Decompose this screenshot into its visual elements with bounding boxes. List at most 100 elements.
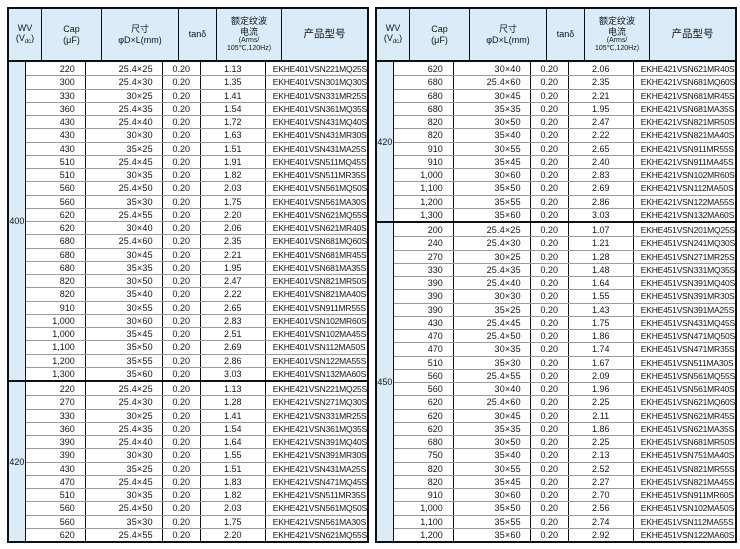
cap-cell: 1,000 (394, 502, 454, 515)
table-row: 910 30×55 0.20 2.65 EKHE401VSN911MR55S (25, 300, 367, 314)
model-cell: EKHE451VSN621MR45S (640, 410, 735, 421)
model-cell: EKHE421VSN122MA55S (640, 196, 735, 207)
model-cell: EKHE421VSN132MA60S (640, 209, 735, 220)
model-cell: EKHE451VSN911MR60S (640, 490, 734, 501)
size-cell: 35×30 (454, 356, 531, 369)
ripple-cell: 2.86 (201, 354, 266, 367)
table-row: 1,100 35×55 0.20 2.74 EKHE451VSN112MA55S (393, 514, 735, 528)
cap-cell: 910 (26, 301, 86, 314)
size-cell: 30×25 (86, 89, 163, 102)
model-cell: EKHE451VSN751MA40S (640, 450, 735, 461)
cap-cell: 360 (26, 102, 86, 115)
cap-cell: 560 (394, 369, 454, 382)
model-cell: EKHE401VSN112MA50S (272, 342, 366, 353)
ripple-cell: 1.55 (569, 290, 634, 303)
size-cell: 25.4×45 (86, 475, 163, 488)
table-row: 680 25.4×60 0.20 2.35 EKHE421VSN681MQ60S (393, 75, 735, 89)
tan-cell: 0.20 (531, 356, 569, 369)
spec-table-left: WV (Vdc) Cap (μF) 尺寸 φD×L(mm) tanδ 额定纹波 … (7, 7, 369, 543)
size-cell: 25.4×30 (86, 396, 163, 409)
size-cell: 30×50 (86, 275, 163, 288)
model-cell: EKHE451VSN561MQ55S (640, 370, 735, 381)
tan-cell: 0.20 (163, 76, 201, 89)
wv-group: 400 220 25.4×25 0.20 1.13 EKHE401VSN221MQ25S 3… (9, 62, 367, 380)
table-row: 470 30×35 0.20 1.74 EKHE451VSN471MR35S (393, 342, 735, 356)
cap-cell: 300 (26, 76, 86, 89)
table-row: 390 30×30 0.20 1.55 EKHE421VSN391MR30S (25, 448, 367, 462)
cap-cell: 390 (26, 449, 86, 462)
cap-cell: 1,200 (394, 195, 454, 208)
cap-cell: 330 (26, 409, 86, 422)
table-row: 620 35×35 0.20 1.86 EKHE451VSN621MA35S (393, 421, 735, 435)
table-row: 470 25.4×50 0.20 1.86 EKHE451VSN471MQ50S (393, 329, 735, 343)
table-row: 820 35×40 0.20 2.22 EKHE421VSN821MA40S (393, 128, 735, 142)
tan-cell: 0.20 (531, 475, 569, 488)
model-cell: EKHE421VSN621MQ55S (272, 529, 367, 540)
model-cell: EKHE401VSN122MA55S (272, 355, 367, 366)
ripple-cell: 1.95 (201, 261, 266, 274)
ripple-cell: 2.70 (569, 489, 634, 502)
ripple-cell: 2.20 (201, 208, 266, 221)
table-row: 560 25.4×50 0.20 2.03 EKHE421VSN561MQ50S (25, 501, 367, 515)
tan-cell: 0.20 (163, 102, 201, 115)
size-cell: 35×40 (454, 449, 531, 462)
size-cell: 25.4×40 (86, 436, 163, 449)
ripple-cell: 2.22 (201, 288, 266, 301)
size-cell: 35×60 (454, 208, 531, 221)
table-row: 390 35×25 0.20 1.43 EKHE451VSN391MA25S (393, 302, 735, 316)
table-row: 560 25.4×55 0.20 2.09 EKHE451VSN561MQ55S (393, 368, 735, 382)
model-cell: EKHE451VSN102MA50S (640, 503, 735, 514)
table-row: 680 35×35 0.20 1.95 EKHE421VSN681MA35S (393, 101, 735, 115)
ripple-cell: 2.25 (569, 436, 634, 449)
ripple-cell: 1.41 (201, 89, 266, 102)
wv-group: 420 220 25.4×25 0.20 1.13 EKHE421VSN221MQ25S 2… (9, 380, 367, 541)
size-cell: 35×55 (454, 515, 531, 528)
ripple-cell: 3.03 (569, 208, 634, 221)
cap-cell: 430 (394, 316, 454, 329)
table-row: 1,300 35×60 0.20 3.03 EKHE401VSN132MA60S (25, 366, 367, 380)
size-cell: 30×55 (454, 142, 531, 155)
model-cell: EKHE421VSN511MR35S (272, 490, 366, 501)
size-cell: 25.4×40 (86, 116, 163, 129)
table-row: 910 30×55 0.20 2.65 EKHE421VSN911MR55S (393, 141, 735, 155)
cap-cell: 620 (26, 222, 86, 235)
cap-cell: 750 (394, 449, 454, 462)
tan-cell: 0.20 (163, 528, 201, 541)
ripple-cell: 1.48 (569, 263, 634, 276)
header-model: 产品型号 (671, 28, 714, 41)
header-wv-line1: WV (17, 22, 33, 33)
cap-cell: 1,300 (26, 367, 86, 380)
model-cell: EKHE421VSN331MR25S (272, 410, 367, 421)
cap-cell: 680 (394, 102, 454, 115)
size-cell: 25.4×25 (86, 62, 163, 76)
table-row: 510 25.4×45 0.20 1.91 EKHE401VSN511MQ45S (25, 154, 367, 168)
table-row: 1,000 35×45 0.20 2.51 EKHE401VSN102MA45S (25, 327, 367, 341)
wv-group: 420 620 30×40 0.20 2.06 EKHE421VSN621MR40S 680… (377, 62, 735, 221)
ripple-cell: 2.22 (569, 129, 634, 142)
cap-cell: 430 (26, 462, 86, 475)
tan-cell: 0.20 (531, 316, 569, 329)
model-cell: EKHE421VSN112MA50S (640, 183, 734, 194)
ripple-cell: 2.56 (569, 502, 634, 515)
cap-cell: 1,100 (394, 182, 454, 195)
cap-cell: 270 (394, 250, 454, 263)
table-row: 430 25.4×40 0.20 1.72 EKHE401VSN431MQ40S (25, 115, 367, 129)
cap-cell: 910 (394, 142, 454, 155)
tan-cell: 0.20 (531, 155, 569, 168)
table-row: 390 25.4×40 0.20 1.64 EKHE451VSN391MQ40S (393, 276, 735, 290)
header-ripple: 额定纹波 电流 (Arms/ 105℃,120Hz) (585, 9, 650, 60)
size-cell: 25.4×60 (454, 76, 531, 89)
tan-cell: 0.20 (163, 396, 201, 409)
model-cell: EKHE401VSN621MQ55S (272, 209, 367, 220)
model-cell: EKHE401VSN561MA30S (272, 196, 367, 207)
spec-table-right: WV (Vdc) Cap (μF) 尺寸 φD×L(mm) tanδ 额定纹波 … (375, 7, 737, 543)
size-cell: 35×30 (86, 195, 163, 208)
ripple-cell: 1.64 (569, 277, 634, 290)
ripple-cell: 1.07 (569, 223, 634, 237)
tan-cell: 0.20 (163, 462, 201, 475)
model-cell: EKHE421VSN621MR40S (640, 63, 735, 74)
cap-cell: 390 (394, 277, 454, 290)
ripple-cell: 2.27 (569, 475, 634, 488)
ripple-cell: 1.63 (201, 129, 266, 142)
cap-cell: 390 (26, 436, 86, 449)
